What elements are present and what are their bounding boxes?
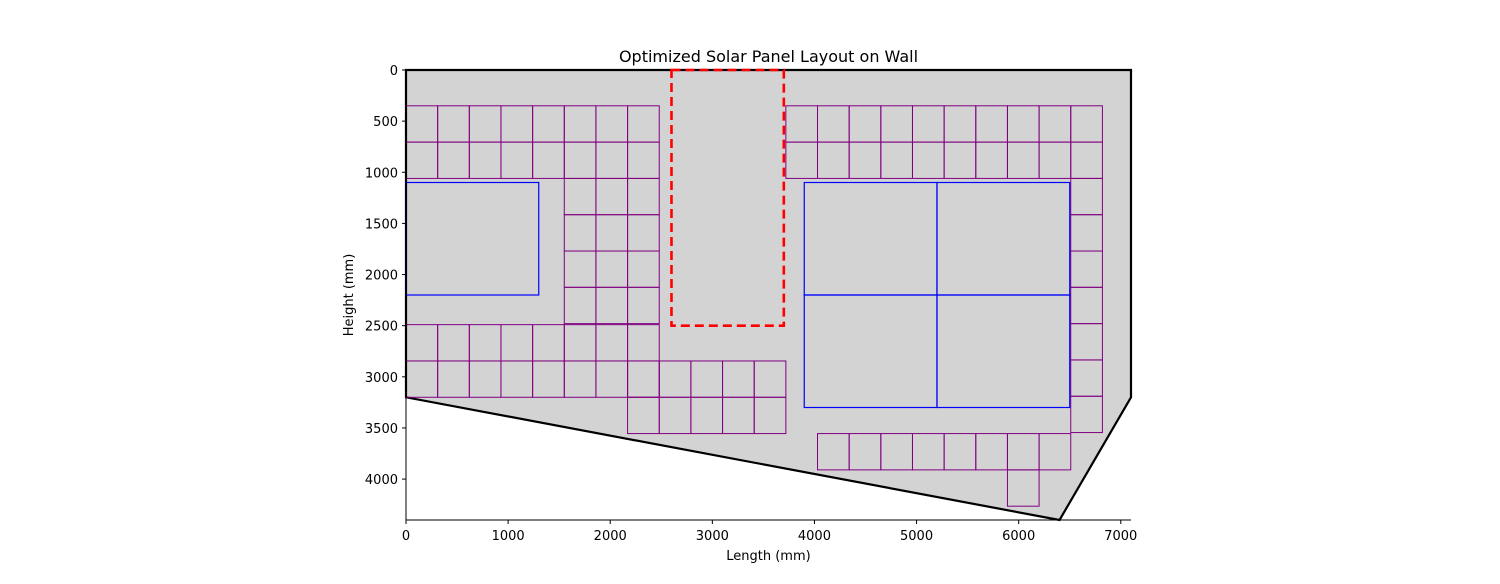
small-panel [1038,433,1072,471]
x-tick-label: 5000 [900,529,933,544]
y-tick-label: 2000 [365,269,398,284]
x-tick-label: 2000 [594,529,627,544]
x-tick-label: 7000 [1104,529,1137,544]
y-tick-label: 2500 [365,320,398,335]
y-tick-label: 1500 [365,217,398,232]
plot-area [404,68,1133,522]
y-tick-label: 3000 [365,371,398,386]
x-tick-label: 6000 [1002,529,1035,544]
y-axis-label: Height (mm) [342,254,357,337]
x-tick-label: 0 [402,529,410,544]
x-axis-label: Length (mm) [726,549,810,564]
x-tick-label: 3000 [696,529,729,544]
chart-title: Optimized Solar Panel Layout on Wall [619,47,918,66]
small-panel [1070,395,1103,434]
y-tick-label: 500 [373,115,398,130]
large-panels-group [405,181,1071,409]
small-panel [1006,469,1040,507]
x-tick-label: 4000 [798,529,831,544]
x-tick-label: 1000 [492,529,525,544]
y-tick-label: 0 [390,64,398,79]
small-panel [753,396,787,435]
large-panel [936,294,1071,409]
exclusion-zone [670,68,786,327]
small-panel [627,286,660,325]
y-tick-label: 3500 [365,422,398,437]
y-tick-label: 4000 [365,473,398,488]
axes: 0 1000 2000 3000 4000 5000 6000 7000 0 500 1000 150… [365,64,1137,544]
y-tick-label: 1000 [365,166,398,181]
small-panels-group [405,105,1103,507]
